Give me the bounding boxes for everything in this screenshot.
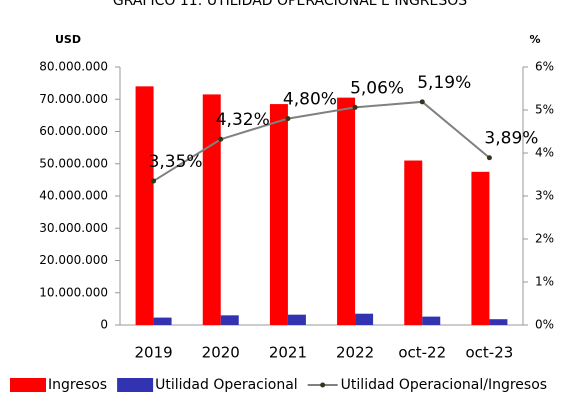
y2-axis-label: % — [529, 33, 540, 46]
line-marker — [486, 155, 492, 161]
data-label: 3,89% — [484, 129, 538, 149]
bar — [404, 160, 423, 325]
y-tick-label: 20.000.000 — [39, 253, 108, 267]
bar — [220, 315, 239, 325]
y2-tick-label: 2% — [535, 232, 554, 246]
bar — [355, 313, 374, 325]
data-label: 3,35% — [149, 152, 203, 172]
line — [153, 100, 491, 182]
legend-label: Utilidad Operacional — [155, 377, 298, 393]
data-label: 5,19% — [417, 73, 471, 93]
y-tick-label: 0 — [100, 318, 108, 332]
x-tick-label: 2019 — [134, 344, 172, 362]
line-marker — [285, 116, 291, 122]
x-tick-label: oct-22 — [398, 344, 446, 362]
x-tick-label: oct-23 — [466, 344, 514, 362]
x-tick-label: 2021 — [269, 344, 307, 362]
bar — [422, 316, 441, 325]
bar — [153, 317, 172, 325]
y2-tick-label: 3% — [535, 189, 554, 203]
line-marker — [151, 178, 157, 184]
bar — [337, 97, 356, 325]
y-tick-label: 70.000.000 — [39, 92, 108, 106]
y2-tick-label: 0% — [535, 318, 554, 332]
data-label: 4,32% — [216, 110, 270, 130]
x-tick-label: 2022 — [336, 344, 374, 362]
bar — [135, 86, 154, 325]
data-label: 5,06% — [350, 78, 404, 98]
y-axis-label: USD — [55, 33, 81, 46]
y-tick-label: 50.000.000 — [39, 156, 108, 170]
y-tick-label: 10.000.000 — [39, 285, 108, 299]
y-tick-label: 30.000.000 — [39, 221, 108, 235]
y-tick-label: 80.000.000 — [39, 60, 108, 74]
legend-marker — [320, 382, 326, 388]
bar — [287, 314, 306, 325]
legend-label: Utilidad Operacional/Ingresos — [341, 377, 547, 393]
y2-tick-label: 5% — [535, 103, 554, 117]
legend-swatch — [117, 378, 154, 392]
y-tick-label: 40.000.000 — [39, 189, 108, 203]
line-marker — [419, 99, 425, 105]
bar — [269, 104, 288, 326]
chart-title: GRÁFICO 11: UTILIDAD OPERACIONAL E INGRE… — [113, 0, 467, 9]
legend-label: Ingresos — [48, 377, 107, 393]
legend-swatch — [10, 378, 46, 392]
x-tick-label: 2020 — [202, 344, 240, 362]
data-label: 4,80% — [283, 90, 337, 110]
y2-tick-label: 1% — [535, 275, 554, 289]
y-tick-label: 60.000.000 — [39, 124, 108, 138]
y2-tick-label: 6% — [535, 60, 554, 74]
bar — [489, 319, 508, 325]
line-marker — [352, 104, 358, 110]
y2-tick-label: 4% — [535, 146, 554, 160]
bar — [471, 171, 490, 325]
bar — [202, 94, 221, 325]
line-marker — [218, 136, 224, 142]
